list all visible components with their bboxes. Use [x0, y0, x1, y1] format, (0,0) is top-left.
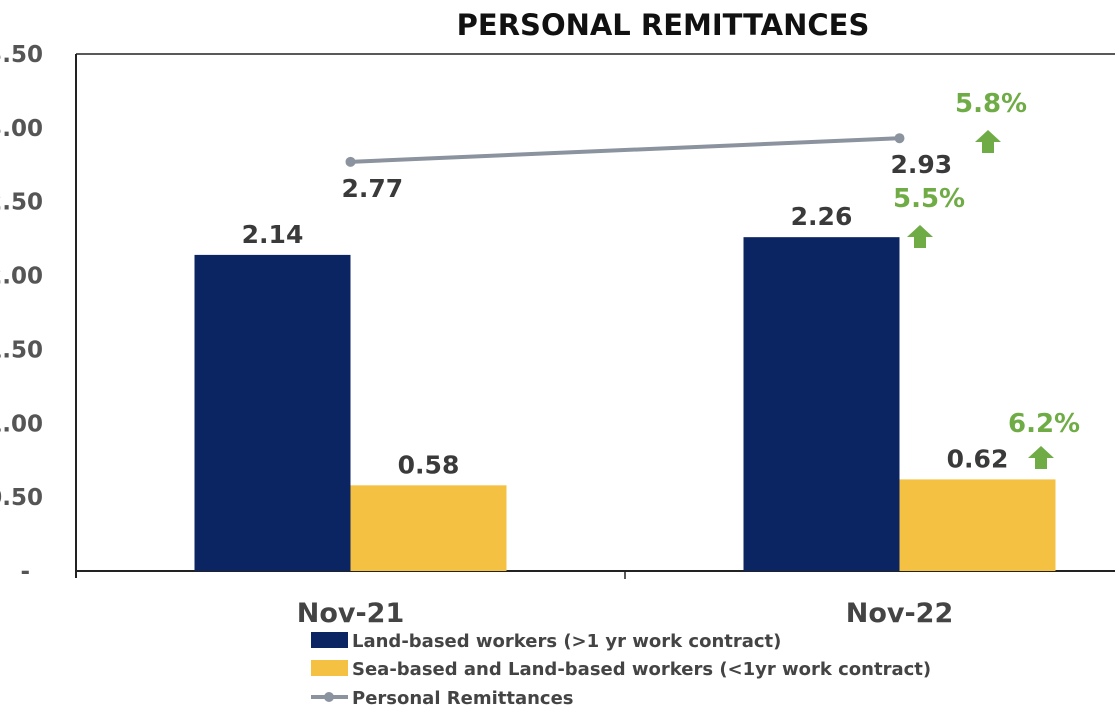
data-label: 2.14 — [242, 220, 304, 249]
up-arrow-icon — [975, 130, 1001, 153]
data-label: 0.58 — [398, 450, 460, 479]
axes: - 0.50 1.00 1.50 2.00 2.50 3.00 3.50 Nov-21 Nov-2… — [0, 42, 1115, 629]
line-point — [345, 156, 356, 167]
data-label: 2.77 — [342, 174, 404, 203]
up-arrow-icon — [1028, 446, 1054, 469]
growth-label-sea-based: 6.2% — [1008, 409, 1080, 439]
y-tick-label: 1.50 — [0, 337, 43, 363]
legend-marker — [324, 692, 334, 702]
x-tick-label: Nov-21 — [297, 598, 405, 629]
data-label: 2.26 — [791, 202, 853, 231]
bar-land-based — [743, 237, 900, 571]
data-label: 2.93 — [891, 150, 953, 179]
growth-label-personal-remittances: 5.8% — [955, 89, 1027, 119]
legend-swatch — [311, 632, 348, 648]
up-arrow-icon — [907, 225, 933, 248]
legend-label: Land-based workers (>1 yr work contract) — [352, 631, 781, 652]
legend-label: Personal Remittances — [352, 688, 574, 709]
marks: 2.14 2.26 0.58 0.62 2.77 2.93 5.5% 5.8% 6.2% — [194, 89, 1080, 572]
y-tick-label: 3.00 — [0, 116, 43, 142]
y-tick-label: 0.50 — [0, 485, 43, 511]
y-tick-label: - — [20, 559, 30, 585]
bar-land-based — [194, 254, 351, 572]
bar-sea-based — [899, 479, 1056, 571]
legend: Land-based workers (>1 yr work contract)… — [311, 631, 931, 709]
data-label: 0.62 — [947, 444, 1009, 473]
y-tick-label: 1.00 — [0, 411, 43, 437]
y-tick-label: 2.00 — [0, 264, 43, 290]
chart-title: PERSONAL REMITTANCES — [457, 8, 870, 42]
legend-label: Sea-based and Land-based workers (<1yr w… — [352, 659, 931, 680]
bar-sea-based — [350, 485, 507, 571]
y-tick-label: 3.50 — [0, 42, 43, 68]
legend-swatch — [311, 660, 348, 676]
x-tick-label: Nov-22 — [846, 598, 954, 629]
y-tick-label: 2.50 — [0, 190, 43, 216]
growth-label-land-based: 5.5% — [893, 184, 965, 214]
line-personal-remittances — [350, 136, 900, 164]
line-point — [894, 133, 905, 144]
